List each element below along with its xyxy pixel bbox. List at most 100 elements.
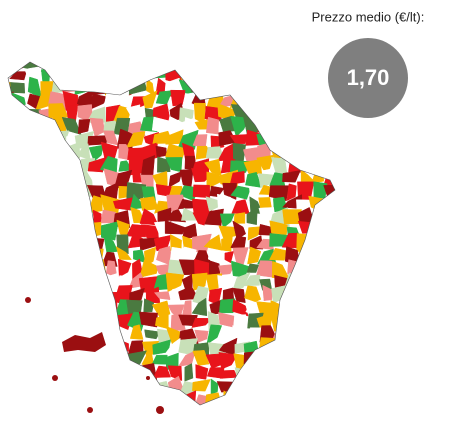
municipality [127, 409, 143, 419]
municipality [310, 337, 330, 355]
municipality [100, 396, 117, 405]
municipality [257, 91, 271, 106]
municipality [296, 303, 311, 317]
municipality [270, 134, 290, 147]
municipality [288, 155, 302, 173]
municipality [77, 314, 94, 332]
municipality [294, 329, 313, 346]
municipality [8, 290, 15, 307]
municipality [258, 365, 273, 381]
municipality [282, 289, 302, 305]
municipality [86, 171, 108, 186]
municipality [295, 66, 316, 79]
municipality [14, 316, 28, 326]
municipality [336, 210, 350, 221]
municipality [314, 63, 323, 80]
municipality [247, 246, 262, 265]
municipality [179, 169, 194, 188]
price-value: 1,70 [347, 65, 390, 90]
municipality [8, 105, 18, 119]
municipality [339, 273, 353, 291]
municipality [218, 264, 235, 275]
municipality [47, 219, 68, 240]
municipality [338, 187, 355, 199]
municipality [112, 197, 133, 211]
municipality [35, 325, 56, 344]
municipality [12, 250, 25, 267]
municipality [36, 353, 56, 371]
municipality [26, 365, 41, 383]
municipality [338, 250, 355, 263]
municipality [294, 142, 316, 163]
municipality [10, 129, 30, 144]
municipality [230, 80, 250, 97]
municipality [63, 260, 78, 277]
municipality [112, 63, 132, 80]
municipality [8, 232, 15, 254]
municipality [125, 62, 144, 73]
municipality [286, 393, 303, 405]
municipality [48, 171, 69, 187]
municipality [271, 388, 288, 405]
municipality [36, 158, 54, 177]
municipality [8, 312, 13, 331]
municipality [9, 183, 27, 203]
municipality [151, 354, 168, 365]
municipality [8, 251, 10, 266]
municipality [334, 378, 335, 393]
municipality [37, 337, 51, 358]
municipality [66, 403, 80, 405]
municipality [243, 93, 258, 109]
municipality [50, 208, 68, 225]
municipality [75, 223, 94, 238]
municipality [194, 119, 208, 130]
municipality [321, 146, 335, 162]
municipality [326, 193, 335, 215]
municipality [8, 208, 16, 227]
municipality [36, 261, 50, 279]
municipality [100, 402, 119, 405]
municipality [232, 220, 246, 240]
municipality [35, 272, 55, 292]
municipality [81, 404, 95, 405]
municipality [50, 259, 64, 281]
municipality [104, 80, 116, 96]
municipality [261, 109, 271, 118]
municipality [64, 157, 79, 175]
municipality [262, 284, 274, 301]
municipality [24, 378, 43, 397]
municipality [8, 350, 17, 367]
municipality [8, 389, 15, 405]
municipality [308, 303, 329, 316]
municipality [313, 233, 324, 247]
island [156, 406, 164, 414]
island [52, 375, 58, 381]
municipality [308, 220, 327, 240]
municipality [184, 363, 194, 382]
region-outline [7, 61, 336, 406]
municipality [229, 170, 245, 185]
municipality [91, 276, 105, 292]
municipality [11, 403, 29, 405]
municipality [8, 160, 16, 174]
municipality [272, 82, 289, 98]
price-badge [328, 38, 408, 118]
municipality [64, 363, 80, 382]
municipality [321, 131, 335, 149]
municipality [338, 171, 354, 188]
municipality [62, 376, 78, 397]
municipality [216, 402, 239, 405]
municipality [338, 350, 354, 368]
municipality [233, 375, 252, 397]
municipality [297, 220, 316, 234]
municipality [284, 350, 303, 371]
municipality [35, 128, 56, 150]
municipality [219, 369, 238, 379]
municipality [165, 209, 187, 223]
municipality [129, 363, 142, 384]
municipality [272, 62, 289, 70]
municipality [296, 81, 312, 95]
municipality [80, 304, 95, 319]
municipality [101, 376, 121, 392]
